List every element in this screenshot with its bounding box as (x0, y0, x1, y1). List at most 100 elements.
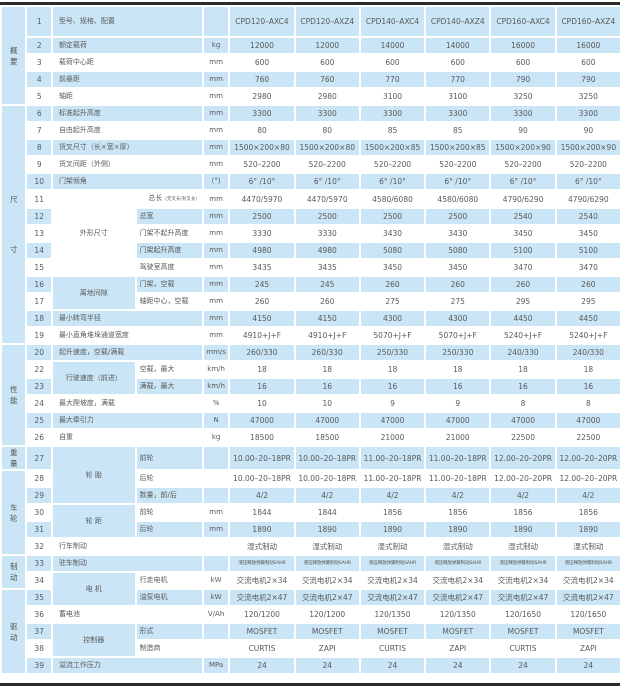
value-cell: 4/2 (360, 488, 425, 503)
value-cell: 3435 (317, 263, 337, 272)
value-cell: 520–2200 (439, 160, 477, 169)
sub-label: 总宽 (136, 209, 202, 224)
unit: mm (209, 194, 223, 203)
row-number: 20 (27, 345, 51, 360)
value-cell: CURTIS (248, 644, 276, 653)
value-cell: 275 (385, 297, 400, 306)
category-text: 制动 (9, 562, 18, 582)
sub-label: 驾驶室高度 (137, 260, 202, 275)
value-cell: 交流电机2×47 (491, 590, 555, 605)
row-number: 31 (27, 522, 51, 537)
row-number: 35 (27, 590, 51, 605)
value-cell: 1856 (578, 508, 598, 517)
value-cell: 1500×200×80 (230, 140, 294, 155)
row-name: 驻车制动 (52, 556, 202, 571)
sub-label: 门架，空载 (136, 277, 202, 292)
unit: mm (203, 140, 229, 155)
unit (203, 556, 229, 571)
sub-label-text: 后轮 (139, 525, 154, 533)
row-number: 38 (34, 644, 44, 653)
unit: V/Ah (207, 610, 225, 618)
value-cell: 120/1200 (244, 610, 280, 619)
unit: mm (209, 126, 223, 134)
value-cell: 260 (254, 297, 270, 306)
value-cell: 4/2 (426, 488, 490, 503)
row-number: 23 (27, 379, 51, 394)
value-cell: 295 (515, 297, 531, 306)
row-number: 4 (27, 72, 51, 87)
value-cell: 交流电机2×34 (367, 576, 418, 585)
sub-label: 前轮 (137, 505, 202, 520)
value-cell: 6° /10° (491, 174, 555, 189)
sub-label: 数量，前/后 (136, 488, 202, 503)
value-cell: 2540 (491, 209, 555, 224)
value-cell: 湿式制动 (573, 542, 604, 551)
unit: mm (209, 297, 223, 305)
value-cell: 21000 (380, 433, 405, 442)
group-label: 控制器 (52, 624, 135, 656)
row-name: 型号、规格、配置 (52, 7, 202, 36)
sub-label-text: 门架起升高度 (139, 246, 182, 254)
value-cell: 3300 (556, 106, 620, 121)
unit: kW (203, 590, 229, 605)
row-number: 26 (34, 433, 44, 442)
value-cell: 5240+J+F (503, 331, 543, 340)
spec-row: 37 控制器 形式 MOSFET MOSFET MOSFET MOSFET MOSFET MOS… (2, 624, 620, 656)
value-cell: 液压释放弹簧制动SAHR (295, 556, 359, 571)
value-cell: 8 (585, 399, 591, 408)
value-cell: 16 (556, 379, 620, 394)
value-cell: 120/1650 (505, 610, 541, 619)
unit: % (212, 399, 220, 407)
row-name: 前悬距 (52, 72, 202, 87)
value-cell: 520–2200 (243, 160, 281, 169)
value-cell: ZAPI (318, 644, 336, 653)
value-cell: 1890 (360, 522, 425, 537)
spec-row: 10 门架倾角 (°) 6° /10° 6° /10° 6° /10° 6° /10° 6° … (2, 174, 620, 189)
value-cell: 1890 (295, 522, 359, 537)
unit: mm/s (203, 345, 229, 360)
unit (204, 641, 228, 656)
value-cell: CURTIS (509, 644, 537, 653)
value-cell: 10.00–20–18PR (230, 447, 294, 469)
value-cell: 295 (581, 297, 596, 306)
value-cell: 600 (254, 58, 270, 67)
sub-label: 门架不起升高度 (137, 226, 202, 241)
value-cell: 3250 (578, 92, 598, 101)
value-cell: 260 (556, 277, 620, 292)
unit: mm (209, 331, 223, 339)
row-number: 19 (34, 331, 44, 340)
row-name: 自由起升高度 (58, 126, 101, 134)
sub-label-text: 形式 (139, 627, 154, 635)
value-cell: 1500×200×85 (426, 140, 490, 155)
spec-row: 38 制造商 CURTIS ZAPI CURTIS ZAPI CURTIS ZAPI (2, 641, 620, 656)
row-number: 22 (34, 365, 44, 374)
value-cell: 24 (426, 658, 490, 673)
value-cell: 5100 (556, 243, 620, 258)
value-cell: 4910+J+F (308, 331, 347, 340)
unit: mm (203, 311, 229, 326)
value-cell: 18500 (250, 433, 274, 442)
row-number: 34 (34, 576, 44, 585)
value-cell: 3450 (578, 229, 598, 238)
value-cell: 11.00–20–18PR (428, 474, 487, 483)
value-cell: 790 (556, 72, 620, 87)
row-name: 最大牵引力 (52, 413, 202, 428)
value-cell: 600 (320, 58, 335, 67)
row-name: 行车制动 (58, 542, 87, 550)
row-name: 标准起升高度 (52, 106, 202, 121)
category-label: 车轮 (2, 471, 26, 554)
unit: mm (209, 58, 223, 66)
value-cell: 250/330 (426, 345, 490, 360)
row-number: 18 (27, 311, 51, 326)
value-cell: 5070+J+F (438, 331, 477, 340)
value-cell: 770 (360, 72, 425, 87)
unit: mm (209, 92, 223, 100)
value-cell: 交流电机2×47 (360, 590, 425, 605)
row-name: 货叉尺寸（长×宽×厚） (52, 140, 202, 155)
value-cell: 8 (520, 399, 526, 408)
value-cell: 3430 (448, 229, 468, 238)
category-text: 驱动 (9, 621, 18, 642)
row-number: 25 (27, 413, 51, 428)
sub-label-text: 驾驶室高度 (139, 263, 175, 271)
group-label: 外形尺寸 (79, 228, 108, 237)
